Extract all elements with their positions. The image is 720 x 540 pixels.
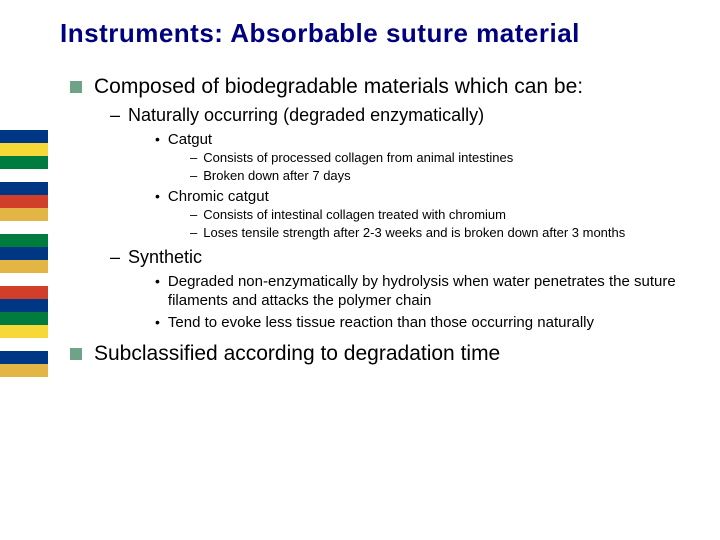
l3-text: Tend to evoke less tissue reaction than … xyxy=(168,313,594,333)
stripe xyxy=(0,195,48,208)
bullet-level3: • Degraded non-enzymatically by hydrolys… xyxy=(155,272,700,311)
l3-text: Degraded non-enzymatically by hydrolysis… xyxy=(168,272,700,311)
l2-text: Naturally occurring (degraded enzymatica… xyxy=(128,104,484,127)
bullet-level1: Composed of biodegradable materials whic… xyxy=(70,73,700,100)
stripe xyxy=(0,364,48,377)
l4-text: Consists of processed collagen from anim… xyxy=(203,150,513,167)
dot-icon: • xyxy=(155,187,160,205)
l4-text: Consists of intestinal collagen treated … xyxy=(203,207,506,224)
side-stripes xyxy=(0,130,48,377)
dot-icon: • xyxy=(155,272,160,290)
stripe xyxy=(0,338,48,351)
stripe xyxy=(0,312,48,325)
l1-text: Subclassified according to degradation t… xyxy=(94,340,500,367)
bullet-level4: – Consists of intestinal collagen treate… xyxy=(190,207,700,224)
l2-text: Synthetic xyxy=(128,246,202,269)
stripe xyxy=(0,156,48,169)
bullet-level4: – Broken down after 7 days xyxy=(190,168,700,185)
l3-text: Chromic catgut xyxy=(168,187,269,207)
dash-icon: – xyxy=(190,168,197,185)
l1-text: Composed of biodegradable materials whic… xyxy=(94,73,583,100)
bullet-level2: – Naturally occurring (degraded enzymati… xyxy=(110,104,700,127)
stripe xyxy=(0,351,48,364)
stripe xyxy=(0,208,48,221)
l4-text: Broken down after 7 days xyxy=(203,168,350,185)
bullet-level3: • Chromic catgut xyxy=(155,187,700,207)
dash-icon: – xyxy=(190,207,197,224)
bullet-level1: Subclassified according to degradation t… xyxy=(70,340,700,367)
dash-icon: – xyxy=(190,150,197,167)
dash-icon: – xyxy=(190,225,197,242)
stripe xyxy=(0,169,48,182)
l4-text: Loses tensile strength after 2-3 weeks a… xyxy=(203,225,625,242)
stripe xyxy=(0,130,48,143)
slide-title: Instruments: Absorbable suture material xyxy=(60,18,700,49)
slide-content: Instruments: Absorbable suture material … xyxy=(60,18,700,371)
stripe xyxy=(0,221,48,234)
stripe xyxy=(0,234,48,247)
stripe xyxy=(0,182,48,195)
stripe xyxy=(0,247,48,260)
dash-icon: – xyxy=(110,246,120,269)
square-bullet-icon xyxy=(70,81,82,93)
stripe xyxy=(0,143,48,156)
stripe xyxy=(0,260,48,273)
stripe xyxy=(0,273,48,286)
bullet-level3: • Catgut xyxy=(155,130,700,150)
l3-text: Catgut xyxy=(168,130,212,150)
dash-icon: – xyxy=(110,104,120,127)
bullet-level4: – Consists of processed collagen from an… xyxy=(190,150,700,167)
dot-icon: • xyxy=(155,130,160,148)
stripe xyxy=(0,299,48,312)
stripe xyxy=(0,325,48,338)
bullet-level3: • Tend to evoke less tissue reaction tha… xyxy=(155,313,700,333)
bullet-level2: – Synthetic xyxy=(110,246,700,269)
square-bullet-icon xyxy=(70,348,82,360)
dot-icon: • xyxy=(155,313,160,331)
bullet-level4: – Loses tensile strength after 2-3 weeks… xyxy=(190,225,700,242)
stripe xyxy=(0,286,48,299)
